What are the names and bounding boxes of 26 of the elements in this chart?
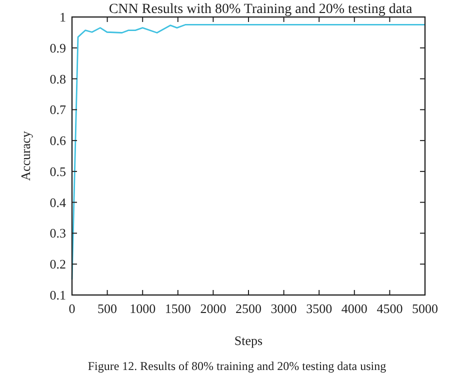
y-tick-label: 1 [60,10,66,24]
caption: Figure 12. Results of 80% training and 20% testing data using [88,359,386,373]
x-tick-label: 1500 [164,301,191,316]
y-tick-label: 0.6 [50,133,66,148]
x-tick-label: 2500 [236,301,262,316]
y-tick-label: 0.5 [50,164,66,179]
x-tick-label: 4000 [341,301,368,316]
x-tick-label: 3000 [270,301,297,316]
x-tick-label: 5000 [412,301,438,316]
x-tick-label: 500 [98,301,118,316]
x-tick-label: 4500 [376,301,403,316]
chart-title: CNN Results with 80% Training and 20% testing data [108,2,413,17]
y-axis-title: Accuracy [18,130,33,181]
x-tick-label: 1000 [130,301,156,316]
x-axis-title: Steps [234,333,263,348]
x-tick-label: 3500 [306,301,332,316]
y-tick-label: 0.7 [50,102,66,118]
y-tick-label: 0.3 [50,226,66,241]
x-tick-label: 2000 [200,301,226,316]
line-series [71,24,426,280]
y-tick-label: 0.2 [50,256,66,272]
y-tick-label: 0.1 [50,288,66,302]
y-tick-label: 0.4 [50,194,66,210]
x-tick-label: 0 [68,301,76,316]
y-tick-label: 0.8 [50,71,66,86]
y-tick-label: 0.9 [50,40,66,56]
